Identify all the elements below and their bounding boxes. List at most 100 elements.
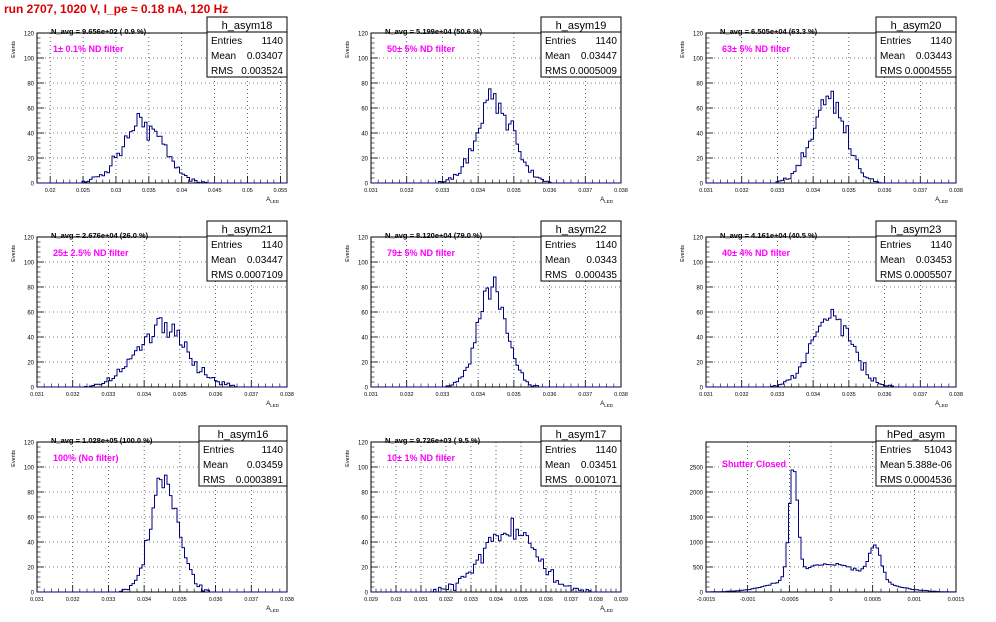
- x-tick-label: 0.036: [539, 597, 553, 603]
- x-tick-label: 0.038: [949, 188, 963, 194]
- histogram-line: [37, 113, 287, 184]
- stats-label: RMS: [211, 270, 234, 281]
- x-tick-label: 0.034: [806, 392, 820, 398]
- y-axis-label: Events: [680, 41, 686, 58]
- stats-box: [875, 425, 957, 487]
- x-tick-label: 0.031: [699, 188, 713, 194]
- stats-value: 0.03447: [581, 51, 618, 62]
- histogram-name: h_asym20: [891, 20, 942, 32]
- stats-value: 0.0003891: [236, 475, 284, 486]
- x-tick-label: 0.033: [771, 392, 785, 398]
- x-tick-label: -0.0005: [780, 597, 799, 603]
- x-tick-label: 0.05: [242, 188, 253, 194]
- stats-value: 51043: [924, 445, 952, 456]
- y-tick-label: 40: [27, 541, 34, 547]
- navg-label: N_avg = 8.120e+04 (79.0 %): [385, 231, 483, 240]
- x-tick-label: 0.035: [173, 597, 187, 603]
- y-tick-label: 40: [696, 336, 703, 342]
- y-tick-label: 100: [24, 261, 35, 267]
- x-tick-label: 0.032: [66, 597, 80, 603]
- stats-label: Entries: [880, 445, 911, 456]
- y-tick-label: 60: [27, 516, 34, 522]
- y-tick-label: 1000: [690, 541, 704, 547]
- stats-value: 0.03453: [916, 255, 953, 266]
- y-tick-label: 80: [27, 491, 34, 497]
- stats-value: 0.0004555: [905, 66, 953, 77]
- x-axis-label: ALED: [935, 401, 949, 408]
- x-tick-label: 0.034: [137, 392, 151, 398]
- y-tick-label: 100: [24, 57, 35, 63]
- x-tick-label: 0.034: [489, 597, 503, 603]
- histogram-line: [706, 90, 956, 184]
- y-tick-label: 100: [693, 261, 704, 267]
- x-tick-label: 0.045: [208, 188, 222, 194]
- filter-label: Shutter Closed: [722, 459, 786, 469]
- y-tick-label: 40: [361, 132, 368, 138]
- y-tick-label: 100: [358, 261, 369, 267]
- stats-value: 0.03407: [247, 51, 284, 62]
- y-axis-label: Events: [345, 450, 351, 467]
- stats-label: RMS: [545, 66, 568, 77]
- y-tick-label: 1500: [690, 516, 704, 522]
- stats-label: Entries: [880, 240, 911, 251]
- y-tick-label: 80: [27, 82, 34, 88]
- y-tick-label: 120: [358, 236, 369, 242]
- stats-value: 1140: [930, 240, 952, 251]
- y-tick-label: 40: [696, 132, 703, 138]
- y-tick-label: 40: [361, 541, 368, 547]
- stats-value: 1140: [930, 36, 952, 47]
- x-tick-label: 0.033: [771, 188, 785, 194]
- y-tick-label: 0: [700, 386, 704, 392]
- navg-label: N_avg = 2.676e+04 (26.0 %): [51, 231, 149, 240]
- y-tick-label: 20: [696, 361, 703, 367]
- x-tick-label: 0.032: [735, 188, 749, 194]
- x-axis-label: ALED: [600, 606, 614, 613]
- stats-label: Mean: [880, 460, 905, 471]
- y-tick-label: 0: [365, 386, 369, 392]
- y-tick-label: 100: [358, 466, 369, 472]
- x-tick-label: 0.034: [471, 392, 485, 398]
- stats-value: 0.03447: [247, 255, 284, 266]
- x-axis-label: ALED: [600, 197, 614, 204]
- x-tick-label: 0.035: [842, 392, 856, 398]
- x-tick-label: 0.034: [806, 188, 820, 194]
- y-tick-label: 20: [361, 157, 368, 163]
- stats-value: 1140: [261, 445, 283, 456]
- x-tick-label: 0.031: [364, 392, 378, 398]
- x-tick-label: 0.039: [614, 597, 628, 603]
- histogram-line: [706, 469, 956, 593]
- y-tick-label: 60: [696, 107, 703, 113]
- x-tick-label: 0.035: [507, 188, 521, 194]
- navg-label: N_avg = 5.199e+04 (50.6 %): [385, 27, 483, 36]
- x-tick-label: 0: [829, 597, 832, 603]
- x-tick-label: 0.031: [30, 392, 44, 398]
- stats-value: 0.0005507: [905, 270, 953, 281]
- stats-label: Mean: [211, 51, 236, 62]
- stats-label: Mean: [211, 255, 236, 266]
- y-tick-label: 120: [358, 441, 369, 447]
- y-tick-label: 0: [31, 386, 35, 392]
- stats-box: [540, 220, 622, 282]
- x-tick-label: 0.03: [391, 597, 402, 603]
- stats-label: Entries: [545, 36, 576, 47]
- histogram-line: [706, 308, 956, 388]
- y-tick-label: 0: [700, 591, 704, 597]
- panel-h_asym21: 0 20 40 60 80 100 120 0.031 0.032 0.033 0.034 0.035…: [11, 220, 294, 408]
- filter-label: 25± 2.5% ND filter: [53, 248, 129, 258]
- stats-value: 0.0343: [586, 255, 617, 266]
- y-tick-label: 2500: [690, 466, 704, 472]
- y-tick-label: 20: [27, 157, 34, 163]
- y-tick-label: 80: [696, 286, 703, 292]
- histogram-name: h_asym17: [556, 429, 607, 441]
- x-tick-label: 0.025: [76, 188, 90, 194]
- filter-label: 40± 4% ND filter: [722, 248, 790, 258]
- histogram-name: h_asym16: [218, 429, 269, 441]
- x-tick-label: 0.031: [364, 188, 378, 194]
- filter-label: 100% (No filter): [53, 453, 119, 463]
- x-tick-label: 0.036: [878, 392, 892, 398]
- x-tick-label: 0.036: [209, 392, 223, 398]
- x-tick-label: 0.037: [244, 392, 258, 398]
- y-axis-label: Events: [11, 41, 17, 58]
- x-tick-label: 0.03: [111, 188, 122, 194]
- stats-label: Entries: [545, 445, 576, 456]
